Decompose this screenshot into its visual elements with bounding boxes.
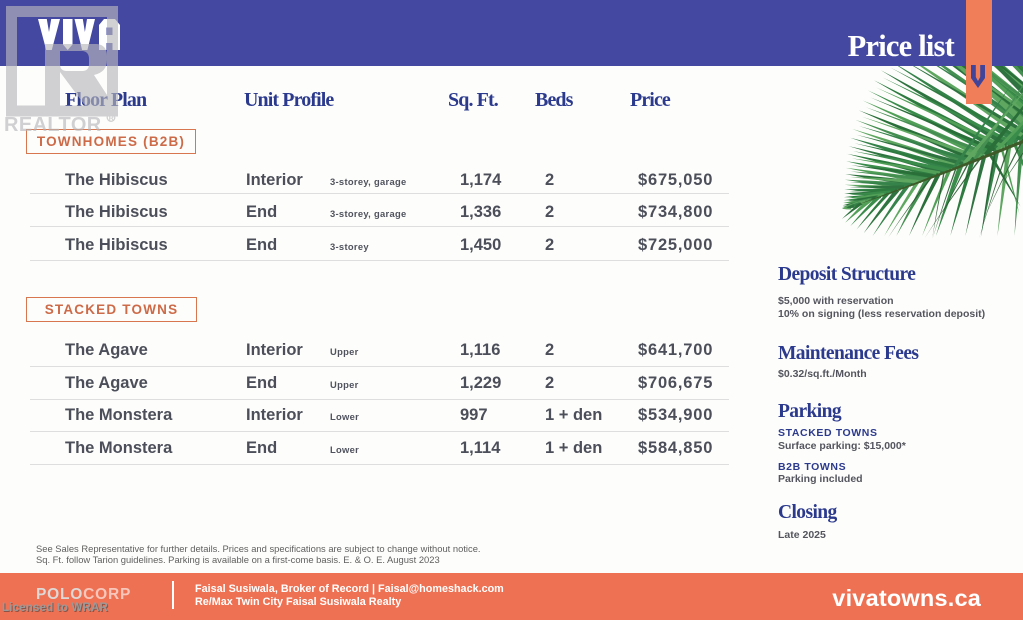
svg-text:R: R	[109, 115, 114, 122]
svg-text:REALTOR: REALTOR	[4, 114, 102, 136]
